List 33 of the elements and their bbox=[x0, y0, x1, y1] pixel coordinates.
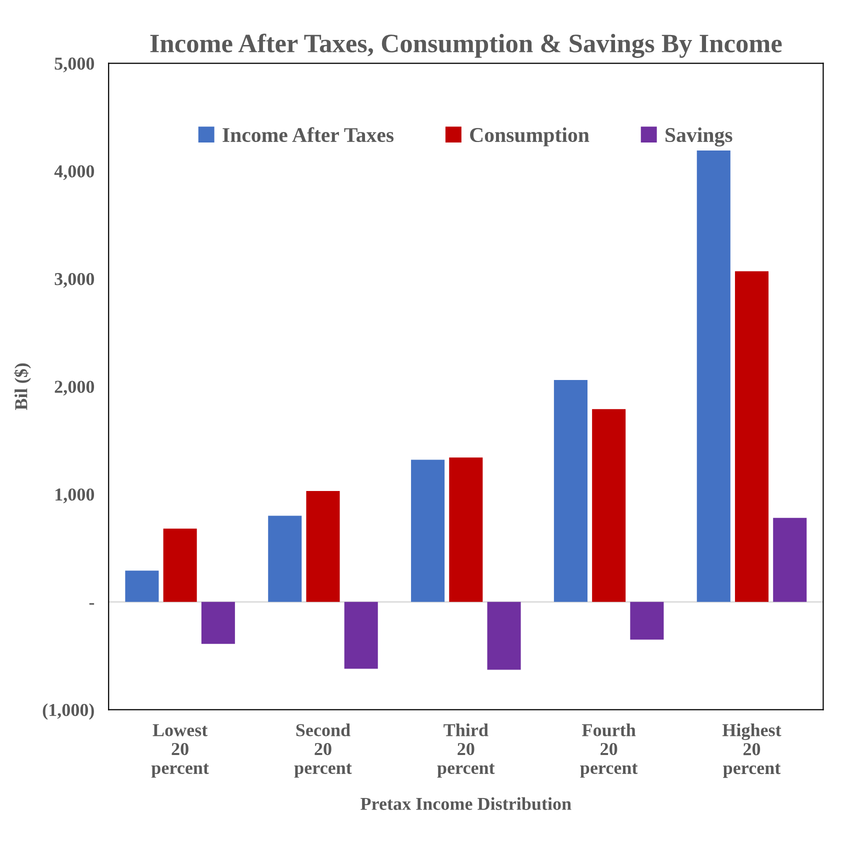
y-tick-label: - bbox=[89, 603, 94, 605]
bar bbox=[592, 409, 626, 602]
x-tick-label: Second 20 percent bbox=[294, 724, 352, 778]
bar bbox=[125, 570, 159, 602]
x-tick-label: Lowest 20 percent bbox=[151, 724, 209, 778]
bar bbox=[630, 602, 664, 640]
bar bbox=[411, 460, 445, 602]
x-tick-label: Fourth 20 percent bbox=[580, 724, 638, 778]
y-tick-label: 1,000 bbox=[56, 488, 94, 504]
x-tick-label: Third 20 percent bbox=[437, 724, 495, 778]
y-tick-label: 2,000 bbox=[54, 380, 94, 396]
bar bbox=[734, 271, 769, 602]
x-tick-label: Highest 20 percent bbox=[722, 724, 782, 778]
bar bbox=[268, 516, 302, 602]
legend-label: Savings bbox=[666, 127, 732, 146]
bar bbox=[306, 490, 340, 602]
bar bbox=[554, 380, 588, 602]
y-tick-label: 3,000 bbox=[54, 272, 94, 288]
y-tick-label: (1,000) bbox=[42, 703, 94, 720]
chart-title: Income After Taxes, Consumption & Savings By Income bbox=[150, 34, 782, 58]
x-axis-title: Pretax Income Distribution bbox=[360, 797, 572, 810]
bar bbox=[201, 602, 235, 644]
y-tick-label: 5,000 bbox=[54, 58, 94, 72]
bar bbox=[163, 528, 197, 602]
bar bbox=[344, 602, 378, 669]
bar bbox=[696, 150, 730, 602]
legend-label: Consumption bbox=[470, 127, 590, 146]
y-tick-label: 4,000 bbox=[54, 165, 94, 180]
legend-label: Income After Taxes bbox=[222, 127, 394, 142]
y-axis-title: Bil ($) bbox=[14, 363, 31, 410]
bar bbox=[773, 518, 807, 602]
bar bbox=[487, 602, 521, 670]
bar bbox=[449, 458, 483, 602]
